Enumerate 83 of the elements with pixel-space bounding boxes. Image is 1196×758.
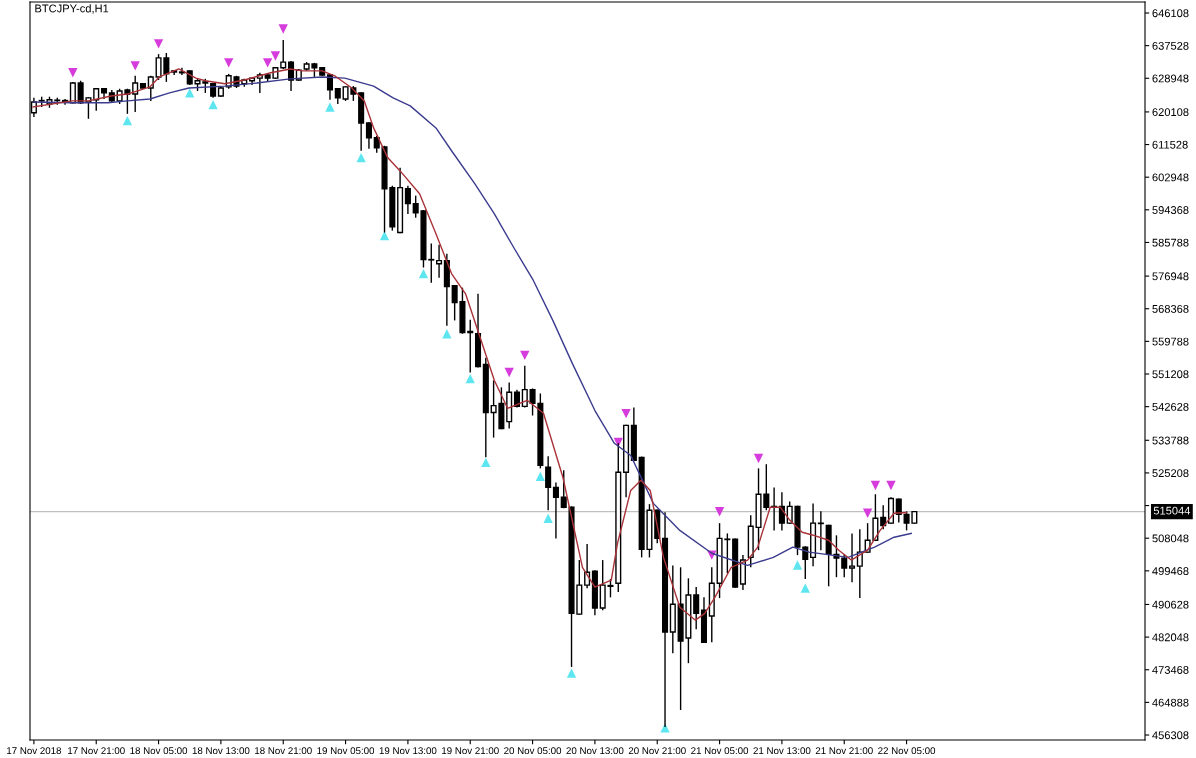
x-tick-label: 22 Nov 05:00 [878, 747, 936, 755]
candlestick [365, 121, 372, 150]
point [566, 668, 577, 678]
x-tick-label: 20 Nov 05:00 [504, 747, 562, 755]
x-tick-label: 21 Nov 05:00 [691, 747, 749, 755]
point [800, 583, 810, 593]
point [68, 68, 78, 78]
y-tick-label: 585788 [1152, 238, 1189, 247]
candlestick [817, 510, 824, 551]
point [862, 508, 873, 518]
candlestick [545, 455, 552, 511]
point [504, 367, 514, 378]
x-tick-label: 18 Nov 05:00 [130, 747, 188, 755]
candlestick [848, 532, 856, 583]
candlestick [739, 554, 746, 591]
y-tick-label: 620108 [1152, 108, 1189, 117]
x-tick-label: 19 Nov 13:00 [379, 747, 437, 755]
point [153, 39, 164, 49]
x-tick-label: 17 Nov 21:00 [68, 747, 125, 755]
candlestick [467, 318, 474, 374]
point [886, 480, 896, 491]
ref-line-label: 515044 [1153, 506, 1191, 515]
y-tick-label: 576948 [1152, 272, 1189, 281]
y-tick-label: 525208 [1152, 469, 1189, 478]
point [621, 408, 631, 419]
point [535, 471, 546, 482]
point [520, 350, 530, 361]
x-tick-label: 19 Nov 05:00 [317, 747, 375, 755]
point [325, 102, 335, 112]
candlestick [404, 185, 411, 215]
point [122, 116, 133, 126]
candlestick [521, 364, 528, 409]
candlestick [693, 586, 700, 630]
candlestick [326, 73, 334, 101]
point [270, 51, 281, 61]
y-tick-label: 602948 [1152, 173, 1189, 182]
point [481, 457, 491, 467]
y-tick-label: 456308 [1152, 731, 1189, 740]
y-tick-label: 508048 [1152, 534, 1189, 543]
y-tick-label: 542628 [1152, 402, 1189, 411]
point [870, 480, 881, 491]
point [278, 24, 288, 34]
candlestick [132, 75, 139, 113]
x-tick-label: 20 Nov 21:00 [628, 747, 686, 755]
point [753, 453, 764, 464]
y-tick-label: 533788 [1152, 436, 1189, 445]
point [613, 437, 623, 448]
y-tick-label: 568368 [1152, 305, 1189, 313]
candlestick [280, 39, 287, 70]
y-tick-label: 490628 [1152, 600, 1189, 609]
candlestick [436, 244, 443, 279]
x-tick-label: 19 Nov 21:00 [442, 747, 499, 755]
y-tick-label: 637528 [1152, 41, 1189, 50]
point [185, 88, 195, 98]
point [442, 329, 452, 339]
point [465, 373, 475, 384]
x-tick-label: 21 Nov 13:00 [753, 747, 811, 755]
chart-title: BTCJPY-cd,H1 [35, 4, 109, 14]
point [792, 560, 803, 570]
y-tick-label: 482048 [1152, 633, 1189, 642]
point [130, 61, 140, 71]
y-tick-label: 559788 [1152, 337, 1189, 346]
x-tick-label: 18 Nov 13:00 [192, 747, 250, 755]
y-tick-label: 464888 [1152, 698, 1189, 707]
point [543, 513, 553, 523]
x-tick-label: 17 Nov 2018 [7, 747, 62, 755]
y-tick-label: 646108 [1152, 9, 1189, 18]
x-tick-label: 18 Nov 21:00 [255, 747, 312, 755]
y-tick-label: 499468 [1152, 567, 1189, 575]
y-tick-label: 551208 [1152, 370, 1189, 379]
point [262, 58, 273, 68]
point [418, 268, 429, 279]
x-tick-label: 20 Nov 13:00 [566, 747, 624, 755]
point [714, 507, 725, 517]
y-tick-label: 473468 [1152, 666, 1189, 674]
y-tick-label: 611528 [1152, 140, 1188, 149]
x-tick-label: 21 Nov 21:00 [815, 747, 873, 755]
point [356, 152, 366, 163]
candlestick [552, 481, 559, 540]
y-tick-label: 628948 [1152, 74, 1189, 83]
point [224, 58, 234, 68]
y-tick-label: 594368 [1152, 206, 1189, 214]
point [208, 100, 218, 110]
